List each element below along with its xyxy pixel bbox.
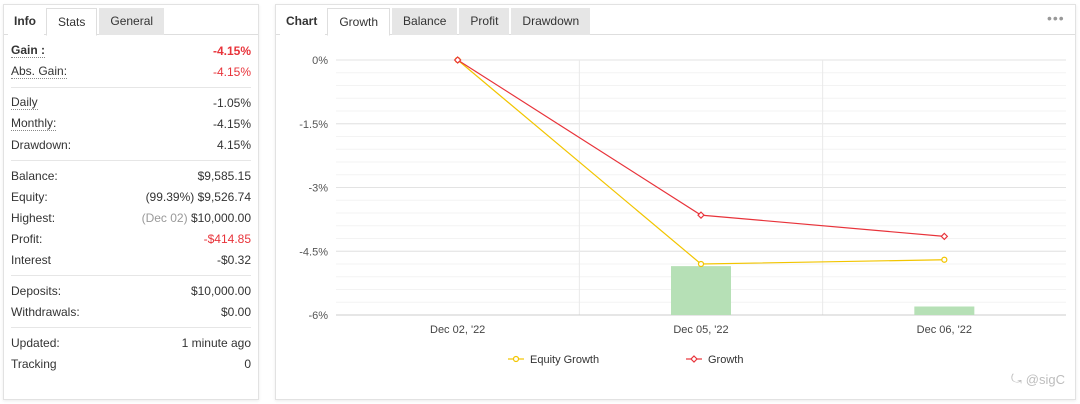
stat-row-withdrawals: Withdrawals: $0.00 bbox=[11, 301, 251, 322]
stat-row-daily: Daily -1.05% bbox=[11, 92, 251, 113]
deposits-label: Deposits: bbox=[11, 283, 62, 298]
profit-label: Profit: bbox=[11, 231, 43, 246]
series-line bbox=[457, 59, 945, 237]
stat-row-drawdown: Drawdown: 4.15% bbox=[11, 134, 251, 155]
withdrawals-value: $0.00 bbox=[220, 304, 251, 319]
stat-row-highest: Highest: (Dec 02) $10,000.00 bbox=[11, 207, 251, 228]
divider bbox=[11, 160, 251, 161]
divider bbox=[11, 275, 251, 276]
y-tick-label: -1.5% bbox=[299, 119, 328, 131]
profit-value: -$414.85 bbox=[203, 231, 251, 246]
divider bbox=[11, 87, 251, 88]
data-point bbox=[697, 211, 705, 219]
daily-value: -1.05% bbox=[212, 95, 251, 110]
link-icon: ⤿ bbox=[1010, 371, 1022, 386]
equity-value: (99.39%) $9,526.74 bbox=[146, 190, 251, 204]
tracking-label: Tracking bbox=[11, 356, 57, 371]
stat-row-equity: Equity: (99.39%) $9,526.74 bbox=[11, 186, 251, 207]
interest-value: -$0.32 bbox=[216, 252, 251, 267]
balance-label: Balance: bbox=[11, 168, 58, 183]
data-point bbox=[940, 232, 949, 241]
stat-row-profit: Profit: -$414.85 bbox=[11, 228, 251, 249]
y-tick-label: -4.5% bbox=[299, 246, 328, 258]
stat-row-interest: Interest -$0.32 bbox=[11, 249, 251, 270]
y-tick-label: -3% bbox=[308, 183, 328, 195]
y-tick-label: -6% bbox=[308, 310, 328, 322]
interest-label: Interest bbox=[11, 252, 52, 267]
highest-value: (Dec 02) $10,000.00 bbox=[142, 211, 251, 225]
updated-value: 1 minute ago bbox=[181, 335, 251, 350]
tab-stats[interactable]: Stats bbox=[46, 8, 98, 36]
chart-tabs: Chart Growth Balance Profit Drawdown bbox=[276, 5, 1075, 36]
stat-row-monthly: Monthly: -4.15% bbox=[11, 113, 251, 134]
stats-panel: Info Stats General Gain : -4.15% Abs. Ga… bbox=[3, 4, 259, 400]
stat-row-deposits: Deposits: $10,000.00 bbox=[11, 280, 251, 301]
data-point bbox=[941, 256, 948, 263]
watermark-text: @sigC bbox=[1025, 371, 1065, 387]
daily-label[interactable]: Daily bbox=[11, 94, 38, 110]
gain-value: -4.15% bbox=[212, 43, 251, 58]
drawdown-value: 4.15% bbox=[216, 137, 251, 152]
x-tick-label: Dec 02, '22 bbox=[430, 324, 485, 336]
legend-label: Growth bbox=[708, 354, 743, 366]
watermark: ⤿ @sigC bbox=[1011, 371, 1065, 387]
tab-chart[interactable]: Chart bbox=[280, 8, 326, 35]
withdrawals-label: Withdrawals: bbox=[11, 304, 80, 319]
tab-drawdown[interactable]: Drawdown bbox=[511, 8, 591, 35]
stat-row-updated: Updated: 1 minute ago bbox=[11, 332, 251, 353]
equity-label: Equity: bbox=[11, 189, 48, 204]
growth-chart: 0% -1.5% -3% -4.5% -6% Dec 02, '22 Dec 05, '22… bbox=[276, 36, 1075, 399]
balance-value: $9,585.15 bbox=[197, 168, 251, 183]
tracking-value: 0 bbox=[244, 356, 251, 371]
monthly-label[interactable]: Monthly: bbox=[11, 115, 57, 131]
monthly-value: -4.15% bbox=[212, 116, 251, 131]
stats-list: Gain : -4.15% Abs. Gain: -4.15% Daily -1… bbox=[4, 35, 258, 374]
highest-label: Highest: bbox=[11, 210, 56, 225]
divider bbox=[11, 327, 251, 328]
stat-row-abs-gain: Abs. Gain: -4.15% bbox=[11, 61, 251, 82]
highest-date: (Dec 02) bbox=[141, 210, 188, 225]
highest-amount: $10,000.00 bbox=[190, 210, 251, 225]
tab-info[interactable]: Info bbox=[8, 8, 44, 35]
tab-profit[interactable]: Profit bbox=[459, 8, 510, 35]
y-tick-label: 0% bbox=[312, 55, 328, 67]
x-tick-label: Dec 05, '22 bbox=[673, 324, 728, 336]
stats-tabs: Info Stats General bbox=[4, 5, 258, 36]
drawdown-label: Drawdown: bbox=[11, 137, 72, 152]
gain-label[interactable]: Gain : bbox=[11, 42, 46, 58]
legend-marker bbox=[512, 355, 520, 363]
legend-label: Equity Growth bbox=[530, 354, 599, 366]
deposits-value: $10,000.00 bbox=[190, 283, 251, 298]
equity-amount: $9,526.74 bbox=[197, 189, 251, 204]
stat-row-tracking: Tracking 0 bbox=[11, 353, 251, 374]
bar bbox=[914, 306, 975, 315]
tab-general[interactable]: General bbox=[99, 8, 165, 35]
stat-row-balance: Balance: $9,585.15 bbox=[11, 165, 251, 186]
tab-balance[interactable]: Balance bbox=[392, 8, 458, 35]
updated-label: Updated: bbox=[11, 335, 60, 350]
data-point bbox=[453, 56, 462, 64]
tab-growth[interactable]: Growth bbox=[327, 8, 391, 36]
abs-gain-value: -4.15% bbox=[212, 64, 251, 79]
more-dots-icon[interactable]: ••• bbox=[1047, 10, 1065, 26]
stat-row-gain: Gain : -4.15% bbox=[11, 40, 251, 61]
abs-gain-label[interactable]: Abs. Gain: bbox=[11, 63, 68, 79]
data-point bbox=[697, 260, 705, 268]
legend-marker bbox=[690, 355, 698, 363]
bar bbox=[671, 266, 731, 315]
growth-chart-svg: 0% -1.5% -3% -4.5% -6% Dec 02, '22 Dec 05, '22… bbox=[299, 55, 1066, 366]
x-tick-label: Dec 06, '22 bbox=[917, 324, 972, 336]
equity-percent: (99.39%) bbox=[145, 189, 195, 204]
chart-panel: Chart Growth Balance Profit Drawdown •••… bbox=[275, 4, 1076, 400]
